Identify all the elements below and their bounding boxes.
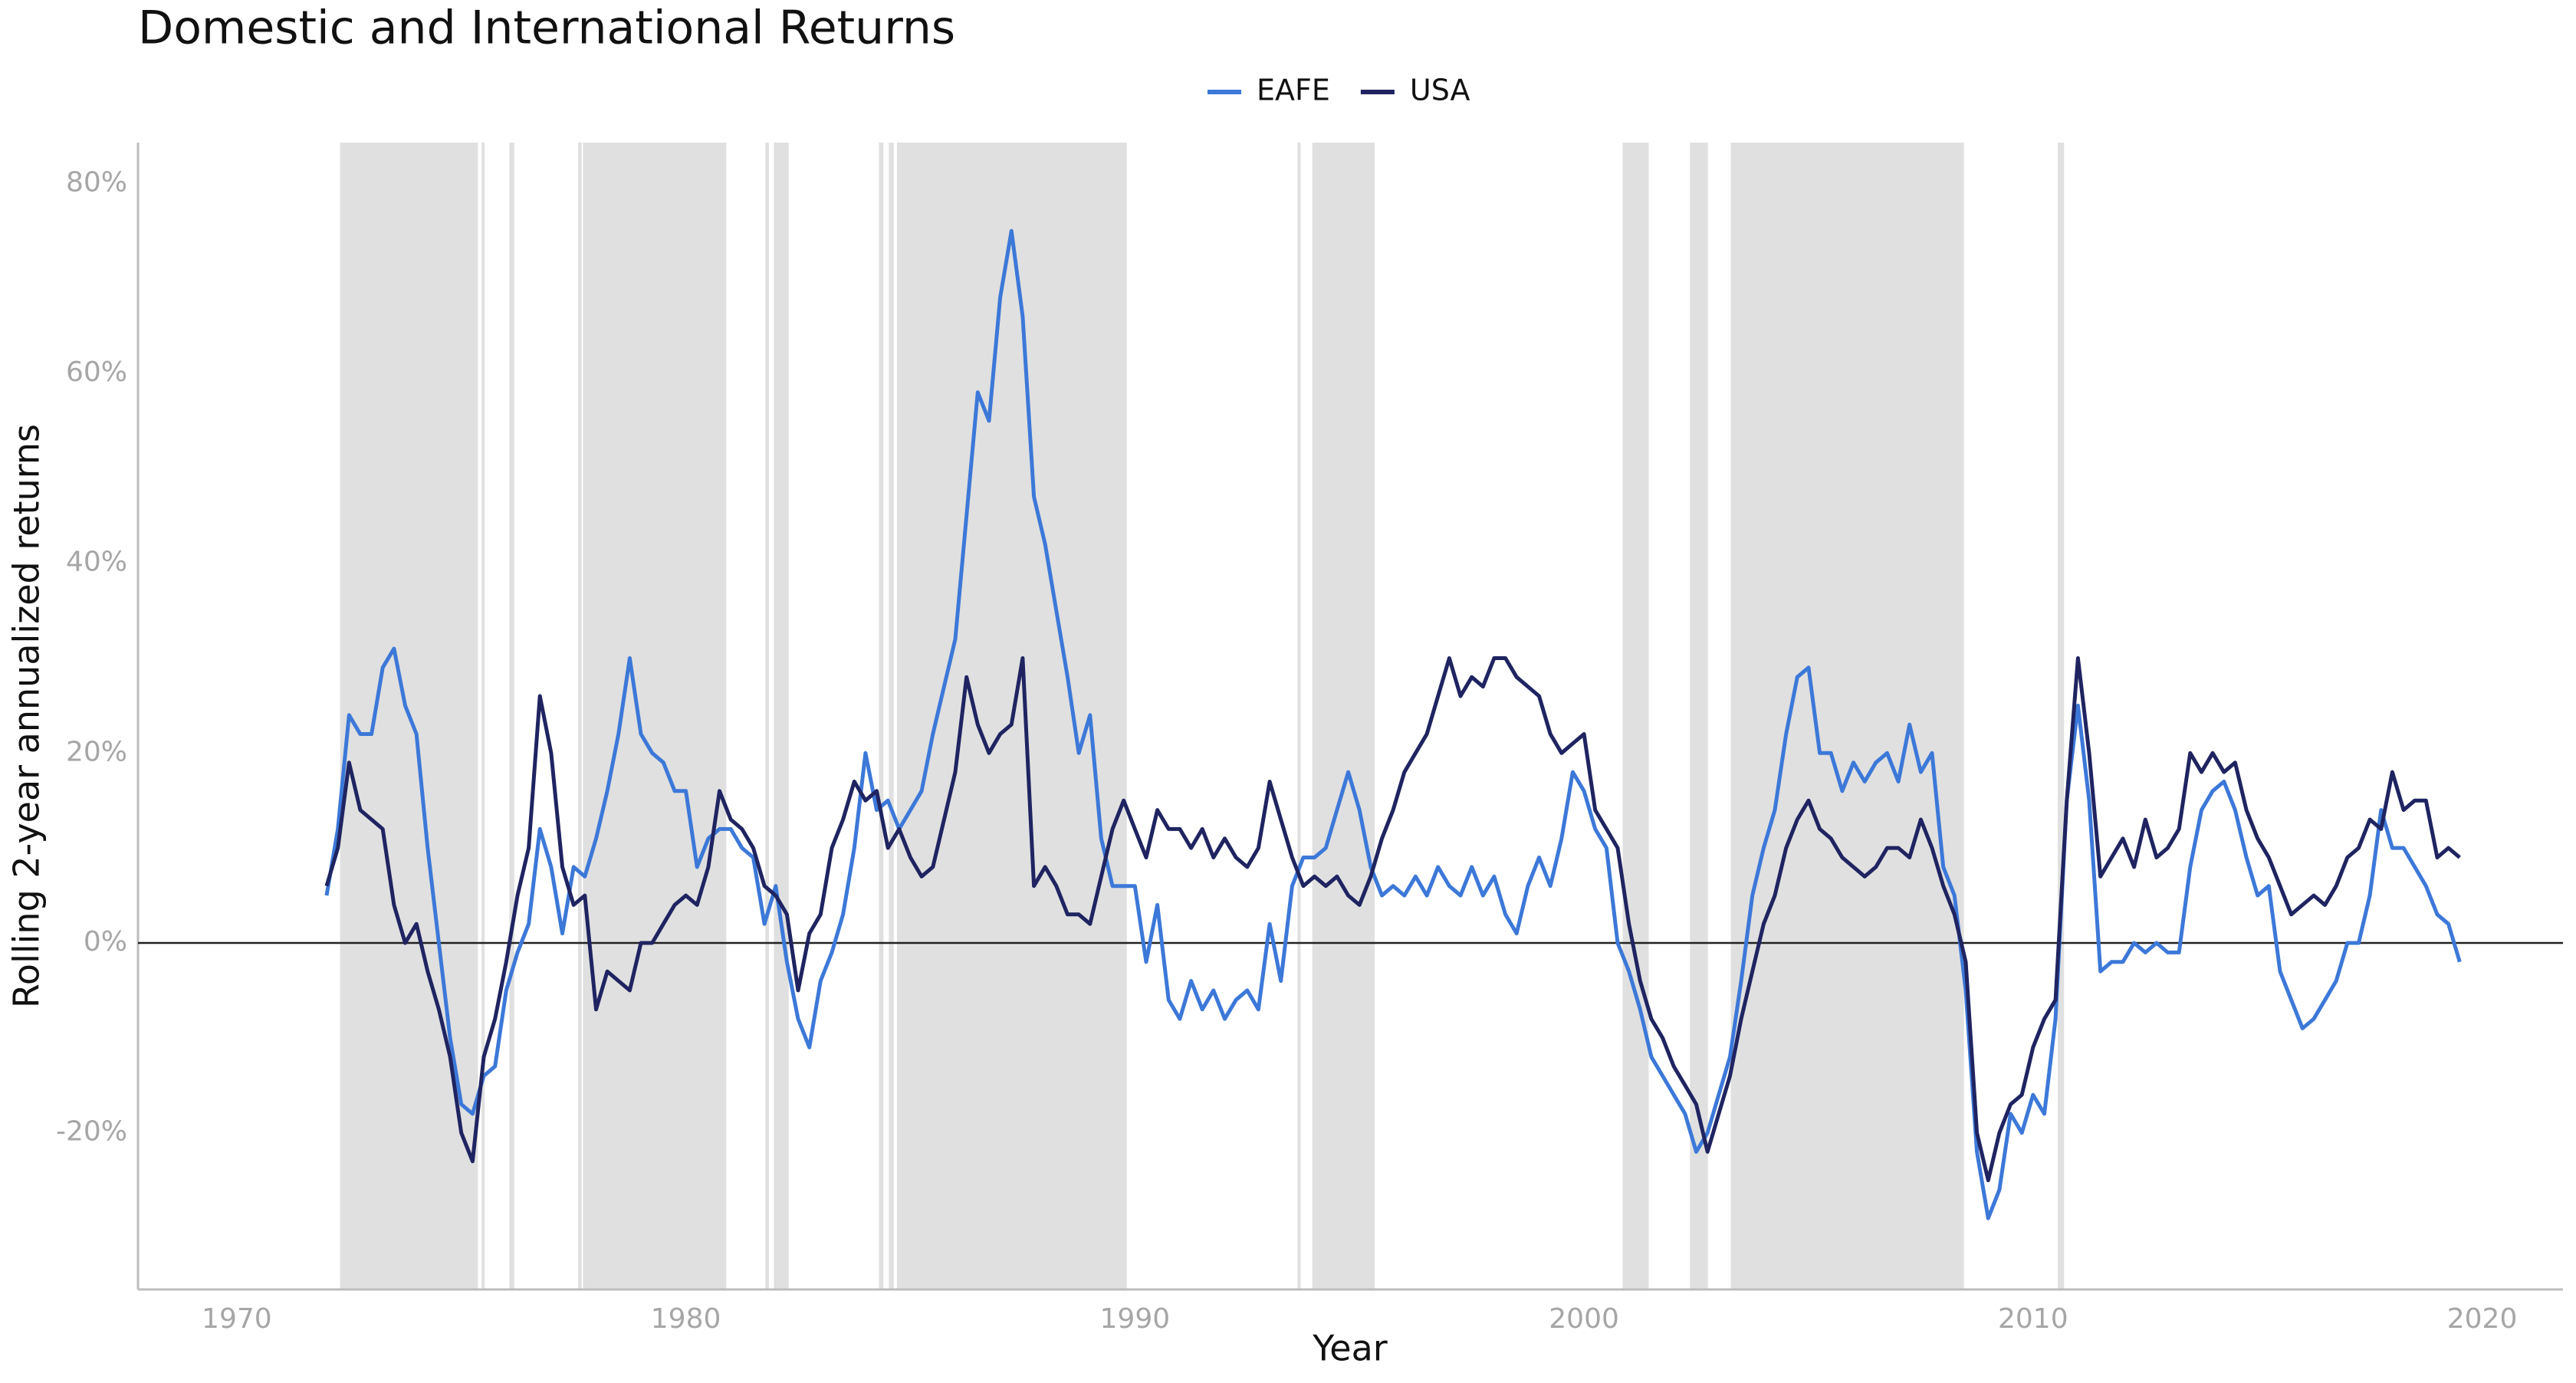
- x-tick-label: 2000: [1549, 1303, 1619, 1335]
- shaded-period: [1297, 143, 1301, 1289]
- x-tick-label: 1990: [1100, 1303, 1171, 1335]
- shaded-period: [1690, 143, 1708, 1289]
- y-axis-title: Rolling 2-year annualized returns: [6, 424, 48, 1008]
- shaded-period: [889, 143, 894, 1289]
- shaded-period: [578, 143, 582, 1289]
- y-tick-label: 0%: [84, 926, 127, 958]
- y-tick-label: -20%: [56, 1116, 127, 1148]
- y-tick-label: 80%: [66, 166, 127, 198]
- y-tick-label: 20%: [66, 736, 127, 767]
- x-tick-label: 2010: [1998, 1303, 2068, 1335]
- shaded-period: [583, 143, 727, 1289]
- x-tick-label: 1980: [651, 1303, 721, 1335]
- shaded-period: [1622, 143, 1649, 1289]
- shaded-period: [481, 143, 485, 1289]
- shaded-period: [1312, 143, 1375, 1289]
- x-tick-label: 1970: [202, 1303, 272, 1335]
- chart-title: Domestic and International Returns: [138, 2, 955, 55]
- shaded-period: [1730, 143, 1964, 1289]
- x-axis-title: Year: [1312, 1328, 1387, 1369]
- shaded-period: [774, 143, 789, 1289]
- legend-label: USA: [1410, 74, 1470, 107]
- shaded-period: [765, 143, 769, 1289]
- shaded-period: [879, 143, 884, 1289]
- series-line: [324, 656, 2461, 1183]
- y-tick-label: 40%: [66, 547, 127, 578]
- shaded-period: [2058, 143, 2065, 1289]
- legend-label: EAFE: [1257, 74, 1330, 107]
- series-line: [324, 228, 2462, 1220]
- shaded-period: [509, 143, 514, 1289]
- x-tick-label: 2020: [2447, 1303, 2518, 1335]
- y-tick-label: 60%: [66, 356, 127, 388]
